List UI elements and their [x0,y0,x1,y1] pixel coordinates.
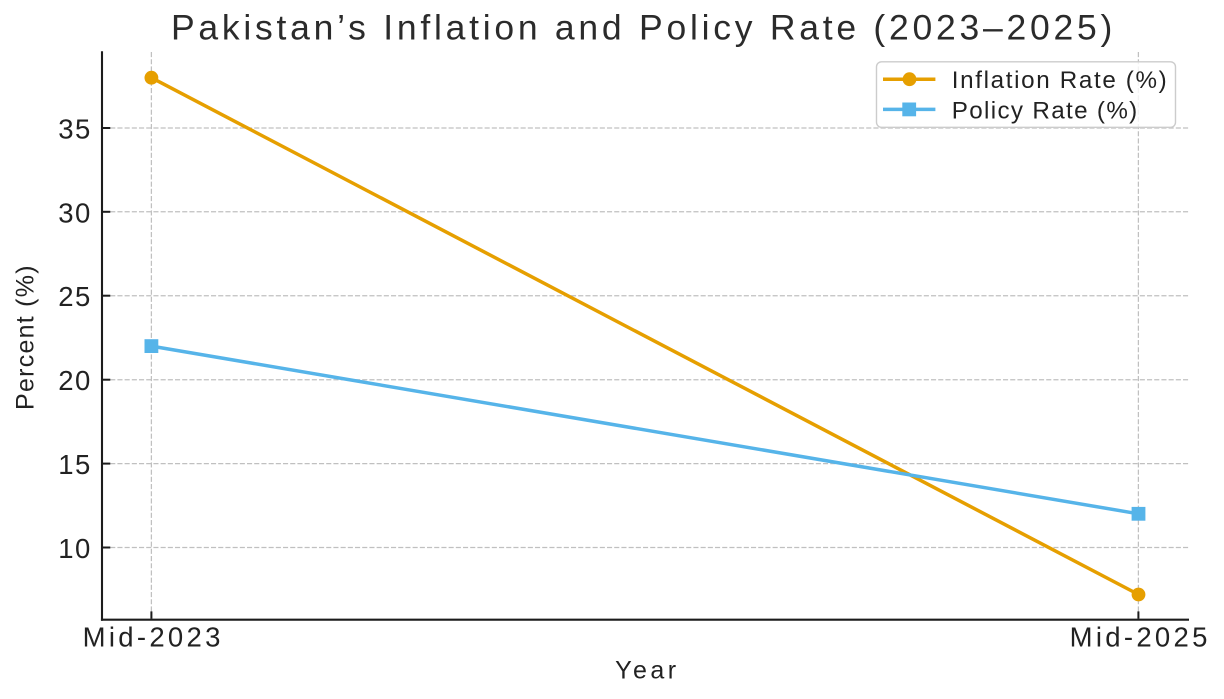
svg-text:Policy Rate (%): Policy Rate (%) [952,97,1139,124]
svg-text:25: 25 [58,281,92,312]
svg-text:Percent (%): Percent (%) [12,264,40,410]
svg-text:Year: Year [615,657,679,685]
svg-text:15: 15 [58,449,92,480]
svg-text:Pakistan’s Inflation and Polic: Pakistan’s Inflation and Policy Rate (20… [171,7,1116,47]
svg-text:Mid-2025: Mid-2025 [1070,622,1211,653]
svg-text:35: 35 [58,114,92,145]
svg-text:30: 30 [58,197,92,228]
svg-text:20: 20 [58,365,92,396]
svg-text:10: 10 [58,533,92,564]
svg-text:Inflation Rate (%): Inflation Rate (%) [952,67,1169,94]
svg-text:Mid-2023: Mid-2023 [83,622,224,653]
